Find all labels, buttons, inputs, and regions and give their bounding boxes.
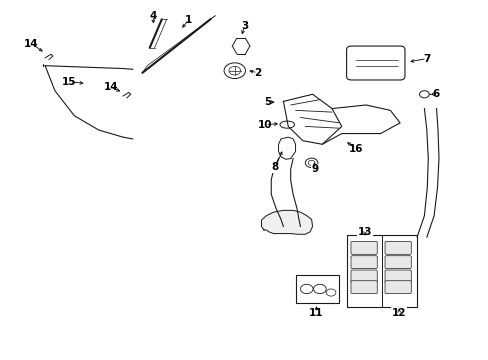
Text: 14: 14 — [103, 82, 118, 92]
Text: 6: 6 — [431, 89, 438, 99]
Text: 9: 9 — [311, 164, 318, 174]
FancyBboxPatch shape — [384, 270, 410, 283]
Text: 7: 7 — [422, 54, 429, 64]
Text: 1: 1 — [184, 15, 192, 25]
FancyBboxPatch shape — [384, 281, 410, 294]
Text: 14: 14 — [24, 39, 39, 49]
FancyBboxPatch shape — [350, 270, 376, 283]
Text: 2: 2 — [253, 68, 261, 78]
Text: 8: 8 — [271, 162, 278, 172]
FancyBboxPatch shape — [384, 242, 410, 254]
Text: 5: 5 — [264, 97, 271, 107]
Bar — [346, 235, 416, 307]
Text: 10: 10 — [258, 120, 272, 130]
FancyBboxPatch shape — [350, 256, 376, 269]
Text: 4: 4 — [149, 11, 157, 21]
FancyBboxPatch shape — [346, 46, 404, 80]
Text: 3: 3 — [241, 21, 247, 31]
Ellipse shape — [280, 121, 294, 128]
Text: 12: 12 — [391, 308, 406, 318]
Text: 11: 11 — [308, 308, 323, 318]
Text: 15: 15 — [62, 77, 77, 87]
Polygon shape — [261, 210, 312, 234]
FancyBboxPatch shape — [384, 256, 410, 269]
FancyBboxPatch shape — [350, 242, 376, 254]
FancyBboxPatch shape — [350, 281, 376, 294]
Polygon shape — [278, 137, 295, 159]
Text: 13: 13 — [357, 227, 371, 237]
Bar — [295, 275, 339, 303]
Text: 16: 16 — [348, 144, 363, 154]
